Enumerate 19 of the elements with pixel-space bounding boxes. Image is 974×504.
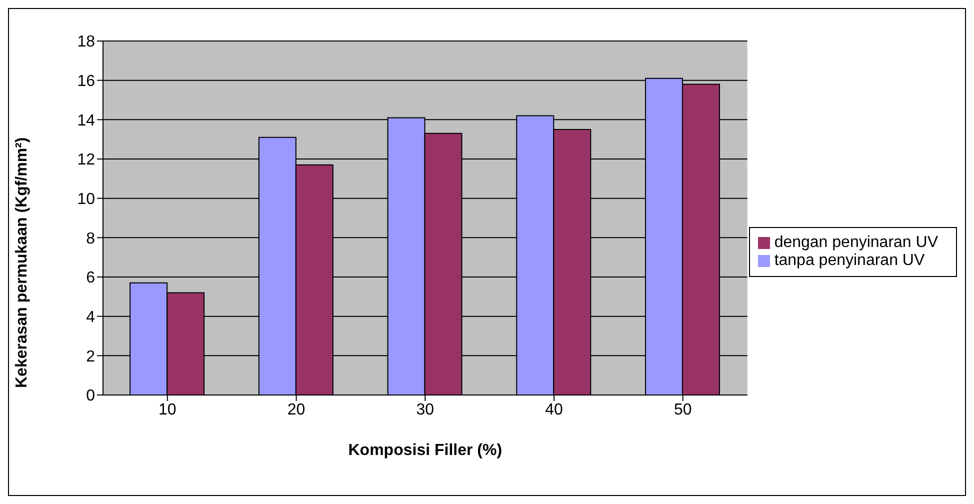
y-tick-label: 10 bbox=[77, 191, 96, 208]
y-tick-label: 6 bbox=[86, 270, 96, 287]
y-tick-label: 16 bbox=[77, 73, 96, 90]
y-tick-label: 14 bbox=[77, 112, 96, 130]
x-tick-label: 20 bbox=[287, 401, 306, 418]
x-axis-title: Komposisi Filler (%) bbox=[348, 442, 502, 459]
y-axis-title: Kekerasan permukaan (Kgf/mm²) bbox=[14, 137, 31, 388]
y-tick-label: 2 bbox=[86, 348, 96, 366]
y-tick-label: 4 bbox=[86, 309, 96, 326]
y-tick-label: 0 bbox=[86, 388, 96, 405]
x-tick-label: 50 bbox=[674, 401, 692, 418]
y-tick-label: 18 bbox=[77, 34, 96, 51]
x-tick-label: 30 bbox=[416, 401, 434, 418]
x-tick-label: 40 bbox=[545, 401, 564, 418]
legend-label: dengan penyinaran UV bbox=[774, 234, 938, 251]
y-tick-label: 8 bbox=[86, 230, 96, 248]
y-tick-label: 12 bbox=[77, 152, 96, 169]
legend-label: tanpa penyinaran UV bbox=[774, 252, 925, 269]
x-tick-label: 10 bbox=[158, 401, 176, 418]
